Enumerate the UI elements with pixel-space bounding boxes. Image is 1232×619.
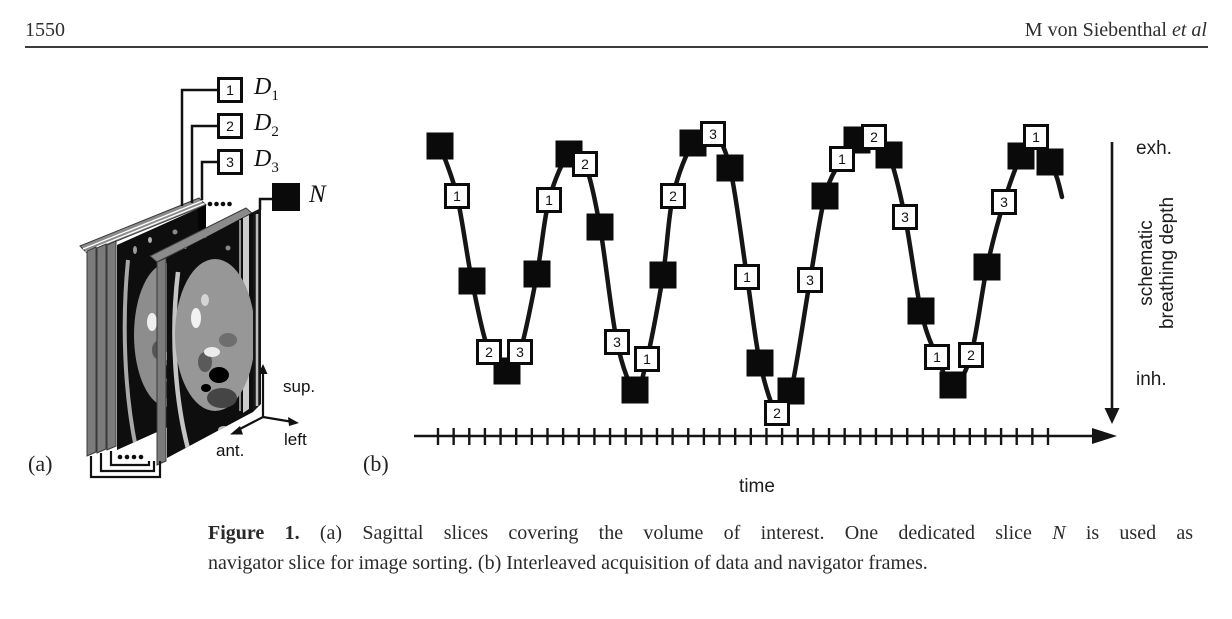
- data-frame-number: 1: [1032, 129, 1040, 145]
- data-frame-square: [991, 189, 1017, 215]
- navigator-legend-square: [272, 183, 300, 211]
- navigator-frame: [746, 349, 774, 377]
- data-frame-square: [444, 183, 470, 209]
- data-frame-number: 2: [870, 129, 878, 145]
- data-frame-square: [1023, 124, 1049, 150]
- data-frame-number: 2: [485, 344, 493, 360]
- data-frame-square: [764, 400, 790, 426]
- navigator-label: N: [309, 181, 326, 208]
- data-frame-square: [958, 342, 984, 368]
- slice-legend-num-2: 2: [226, 118, 234, 134]
- data-frame-number: 3: [613, 334, 621, 350]
- ellipsis-dots: [117, 201, 232, 460]
- running-head-name: M von Siebenthal: [1024, 19, 1167, 41]
- data-frame-square: [700, 121, 726, 147]
- running-head: M von Siebenthal et al: [1025, 19, 1207, 42]
- navigator-frame: [426, 132, 454, 160]
- time-axis-label: time: [739, 476, 775, 497]
- slice-stack-edges: [86, 240, 117, 457]
- data-frame-number: 1: [933, 349, 941, 365]
- breathing-depth-arrowhead: [1104, 408, 1120, 424]
- data-frame-number: 3: [806, 272, 814, 288]
- data-frame-number: 1: [545, 192, 553, 208]
- slice-legend-box-1: 1: [217, 77, 243, 103]
- navigator-frame: [586, 213, 614, 241]
- legend-connectors: [180, 88, 272, 210]
- slice-label-d1: D1: [254, 74, 279, 104]
- navigator-slice: [149, 207, 261, 466]
- figure-caption: Figure 1. (a) Sagittal slices covering t…: [208, 518, 1193, 578]
- navigator-frame: [523, 260, 551, 288]
- data-frame-square: [660, 183, 686, 209]
- stack-brackets: [89, 451, 162, 479]
- navigator-frame: [811, 182, 839, 210]
- data-frame-number: 1: [643, 351, 651, 367]
- data-frame-number: 1: [453, 188, 461, 204]
- slice-legend-box-2: 2: [217, 113, 243, 139]
- data-frame-square: [892, 204, 918, 230]
- panel-b-label: (b): [363, 451, 389, 476]
- data-frame-square: [536, 187, 562, 213]
- data-frame-square: [604, 329, 630, 355]
- data-frame-number: 3: [709, 126, 717, 142]
- navigator-frame: [973, 253, 1001, 281]
- data-frame-number: 2: [581, 156, 589, 172]
- slice-stack-top-faces: [79, 197, 207, 254]
- orientation-axes: [230, 364, 299, 435]
- data-frame-square: [829, 146, 855, 172]
- data-frame-number: 3: [516, 344, 524, 360]
- slice-label-d2: D2: [254, 110, 279, 140]
- navigator-frame: [621, 376, 649, 404]
- navigator-frame: [1036, 148, 1064, 176]
- page-number: 1550: [25, 19, 65, 41]
- running-head-etal: et al: [1172, 19, 1207, 41]
- navigator-frame: [907, 297, 935, 325]
- data-frame-number: 2: [967, 347, 975, 363]
- navigator-frame: [649, 261, 677, 289]
- data-frame-square: [572, 151, 598, 177]
- data-frame-square: [924, 344, 950, 370]
- exhale-label: exh.: [1136, 138, 1172, 159]
- data-frame-number: 3: [901, 209, 909, 225]
- data-frame-number: 1: [743, 269, 751, 285]
- caption-line-1: Figure 1. (a) Sagittal slices covering t…: [208, 522, 1194, 544]
- slice-label-d3: D3: [254, 146, 279, 176]
- data-frame-number: 3: [1000, 194, 1008, 210]
- data-frame-number: 2: [773, 405, 781, 421]
- panel-a-label: (a): [28, 451, 53, 476]
- data-frame-square: [507, 339, 533, 365]
- slice-legend-box-3: 3: [217, 149, 243, 175]
- data-frame-square: [861, 124, 887, 150]
- caption-line-2: navigator slice for image sorting. (b) I…: [208, 552, 928, 574]
- data-frame-square: [734, 264, 760, 290]
- navigator-frame: [939, 371, 967, 399]
- navigator-frame: [458, 267, 486, 295]
- axis-label-left: left: [284, 430, 307, 449]
- data-frame-square: [634, 346, 660, 372]
- caption-figure-tag: Figure 1.: [208, 522, 300, 544]
- data-frame-number: 2: [669, 188, 677, 204]
- data-frame-square: [476, 339, 502, 365]
- navigator-frame: [716, 154, 744, 182]
- header-rule: [25, 46, 1208, 48]
- inhale-label: inh.: [1136, 369, 1167, 390]
- data-frame-square: [797, 267, 823, 293]
- axis-label-sup: sup.: [283, 377, 316, 396]
- data-frame-number: 1: [838, 151, 846, 167]
- axis-label-ant: ant.: [216, 441, 245, 460]
- breathing-depth-axis-label: schematic breathing depth: [1136, 196, 1178, 330]
- slice-legend-num-1: 1: [226, 82, 234, 98]
- time-axis-arrowhead: [1092, 428, 1117, 444]
- slice-legend-num-3: 3: [226, 154, 234, 170]
